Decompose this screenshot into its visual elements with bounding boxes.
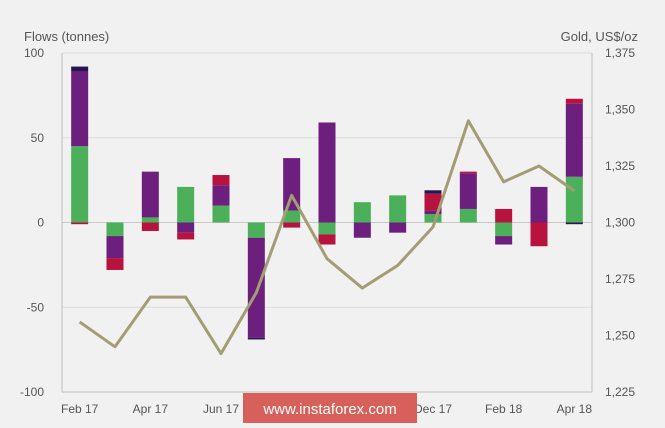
bar-segment-crimson [212,175,230,186]
watermark-background [243,393,417,423]
bar-segment-green [565,176,583,223]
watermark: www.instaforex.com [243,393,417,423]
bar-segment-crimson [177,232,195,240]
bar-segment-purple [71,71,89,147]
x-tick-label: Feb 18 [485,402,523,416]
bar-segment-crimson [565,98,583,104]
bar-segment-crimson [318,234,336,245]
x-tick-label: Dec 17 [414,402,452,416]
bar-segment-green [424,214,442,223]
bar-segment-green [71,146,89,223]
bar-segment-navy [424,190,442,194]
y2-tick-label: 1,275 [605,272,635,286]
bar-segment-green [106,222,124,237]
gold-price-line-group [78,119,576,356]
bar-segment-purple [177,222,195,233]
bar-segment-crimson [495,208,513,223]
y-tick-label: -50 [27,300,45,314]
gold-price-line [78,119,576,356]
bar-segment-crimson [424,193,442,211]
bar-segment-crimson [530,222,548,247]
bar-segment-purple [565,103,583,177]
bar-segment-navy [247,337,265,340]
left-axis-title: Flows (tonnes) [24,29,109,44]
bar-segment-purple [424,210,442,215]
bar-segment-green [141,217,159,223]
bar-segment-green [495,222,513,237]
stacked-bars [71,66,583,340]
y-tick-label: 0 [37,216,44,230]
bar-segment-green [318,222,336,235]
bar-segment-navy [71,66,89,72]
x-tick-label: Apr 17 [133,402,169,416]
x-tick-label: Apr 18 [557,402,593,416]
bar-segment-crimson [459,171,477,174]
bar-segment-green [177,186,195,223]
bar-segment-navy [565,222,583,225]
y-tick-label: -100 [20,385,44,399]
right-axis-title: Gold, US$/oz [561,29,638,44]
bar-segment-green [283,210,301,223]
bar-segment-crimson [141,222,159,231]
bar-segment-crimson [106,258,124,270]
bar-segment-green [459,208,477,223]
watermark-text: www.instaforex.com [262,401,396,418]
bar-segment-purple [459,173,477,209]
bar-segment-green [212,205,230,223]
y2-tick-label: 1,250 [605,329,635,343]
bar-segment-crimson [283,222,301,228]
bar-segment-purple [530,186,548,223]
bar-segment-purple [389,222,407,233]
bar-segment-purple [106,236,124,259]
y2-tick-label: 1,325 [605,159,635,173]
axes: 100 50 0 -50 -100 1,375 1,350 1,325 1,300 1,275 1,… [20,46,635,416]
x-tick-label: Jun 17 [203,402,239,416]
bar-segment-purple [212,185,230,206]
y-tick-label: 50 [31,131,45,145]
bar-segment-green [247,222,265,238]
y2-tick-label: 1,300 [605,216,635,230]
bar-segment-purple [141,171,159,218]
bar-segment-green [353,202,371,223]
bar-segment-purple [353,222,371,238]
bar-segment-purple [247,237,265,338]
x-tick-label: Feb 17 [61,402,99,416]
bar-segment-green [389,195,407,223]
bar-segment-purple [283,158,301,211]
bar-segment-crimson [71,222,89,225]
bar-segment-purple [495,236,513,245]
y-tick-label: 100 [24,46,44,60]
y2-tick-label: 1,225 [605,385,635,399]
y2-tick-label: 1,375 [605,46,635,60]
y2-tick-label: 1,350 [605,103,635,117]
bar-segment-purple [318,122,336,223]
